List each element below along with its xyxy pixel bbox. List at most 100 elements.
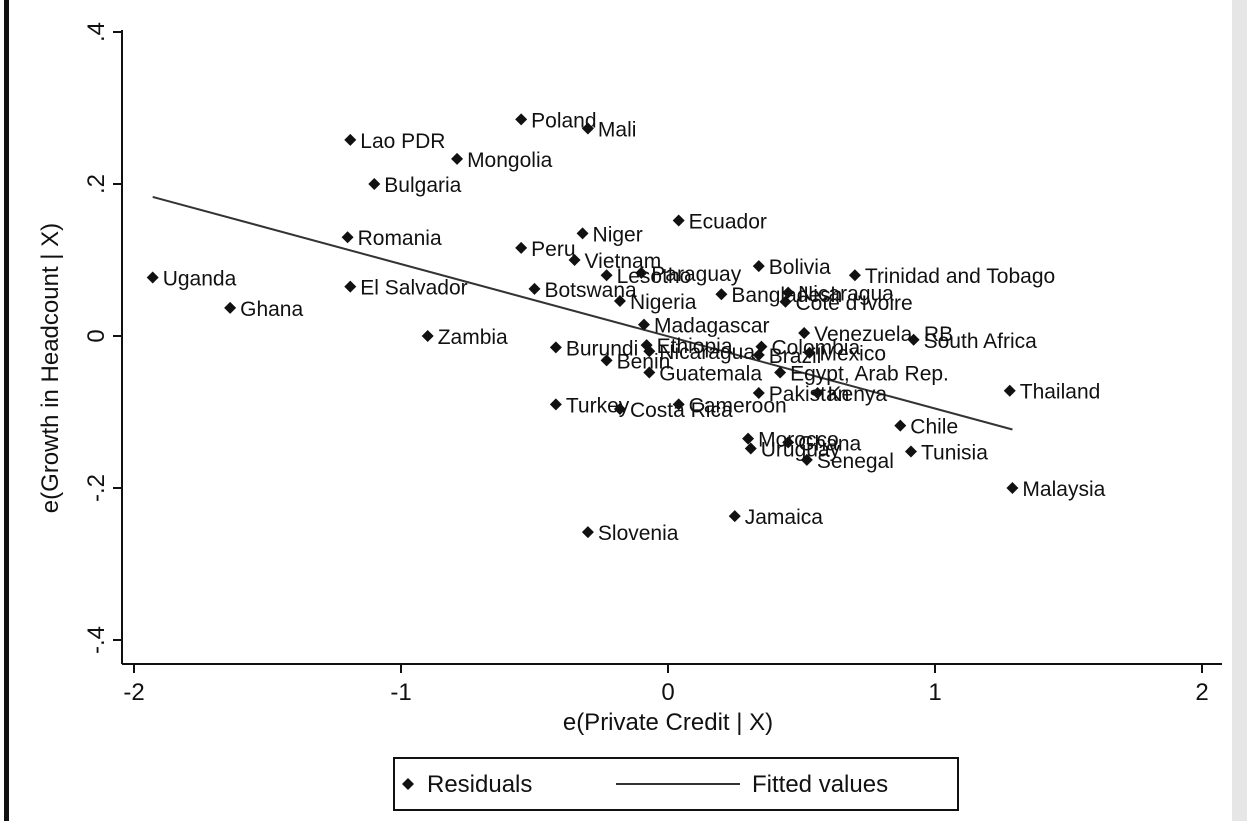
y-tick-label: -.2: [83, 474, 110, 502]
residual-point: [344, 280, 357, 293]
residual-point: [581, 122, 594, 135]
residual-point-label: Colombia: [771, 337, 860, 360]
residual-point: [600, 269, 613, 282]
residual-point: [613, 295, 626, 308]
residual-point: [779, 295, 792, 308]
residual-point-label: Tunisia: [921, 442, 988, 465]
residual-point: [368, 178, 381, 190]
legend: Residuals Fitted values: [393, 757, 959, 811]
residual-point: [515, 241, 528, 254]
residual-point: [744, 442, 757, 455]
left-border-bar: [4, 0, 9, 821]
residual-point: [643, 366, 656, 379]
residual-point-label: Vietnam: [585, 250, 662, 273]
residual-point-label: Bolivia: [769, 256, 831, 279]
residual-point-label: Lao PDR: [360, 130, 445, 153]
residual-point: [728, 510, 741, 523]
residual-point: [344, 133, 357, 146]
residual-point: [613, 402, 626, 415]
residual-point: [224, 301, 237, 314]
residual-point: [848, 269, 861, 282]
residual-point-label: Trinidad and Tobago: [865, 265, 1055, 288]
residual-point-label: Nigeria: [630, 291, 697, 314]
residual-point-label: Malaysia: [1022, 478, 1105, 501]
axes: [121, 30, 1222, 665]
residual-point: [549, 341, 562, 354]
residual-point: [904, 445, 917, 458]
residual-point: [742, 432, 755, 445]
residual-point: [800, 453, 813, 466]
legend-fitted-label: Fitted values: [752, 771, 888, 798]
residual-point-label: Slovenia: [598, 522, 679, 545]
residual-point: [752, 260, 765, 273]
residual-point-label: Uruguay: [761, 438, 841, 461]
residual-point-label: Botswana: [545, 279, 638, 302]
residual-point-label: Peru: [531, 238, 575, 261]
residual-point-label: Chile: [910, 416, 958, 439]
residual-point-label: Benin: [617, 350, 671, 373]
fitted-values-line: [152, 195, 1013, 431]
residual-point-label: Senegal: [817, 450, 894, 473]
residual-point: [637, 318, 650, 331]
residual-point-label: El Salvador: [360, 277, 467, 300]
residual-point-label: Uganda: [163, 267, 237, 290]
residual-point: [515, 113, 528, 126]
residual-point: [782, 286, 795, 299]
residual-point: [635, 266, 648, 279]
residual-point-label: Kenya: [828, 383, 888, 406]
y-tick-label: .4: [83, 22, 110, 42]
x-ticks: -2 -1 0 1 2: [123, 664, 1209, 706]
residual-point: [549, 398, 562, 411]
residual-point-label: Turkey: [566, 394, 630, 417]
legend-residuals-label: Residuals: [427, 771, 532, 798]
residual-point-label: Paraguay: [651, 263, 741, 286]
residual-point: [600, 354, 613, 367]
residual-point: [752, 349, 765, 361]
residual-point: [798, 326, 811, 339]
x-tick-label: 1: [928, 679, 941, 706]
residual-point: [1006, 482, 1019, 494]
residual-point-label: Ethiopia: [657, 335, 733, 358]
residual-point-label: Jamaica: [745, 506, 824, 529]
residual-point-label: Nicaragua: [659, 341, 755, 364]
residual-point-label: Lesotho: [617, 265, 692, 288]
residual-point-label: Niger: [593, 223, 643, 246]
residual-point: [752, 387, 765, 399]
residual-point-label: Morocco: [758, 429, 839, 452]
residual-point-label: Ghana: [798, 432, 861, 455]
x-tick-label: -1: [390, 679, 411, 706]
residual-point: [715, 288, 728, 301]
residual-point: [568, 254, 581, 266]
residual-point: [894, 419, 907, 432]
y-tick-label: 0: [83, 329, 110, 342]
residual-point: [421, 330, 434, 342]
residual-point-label: Burundi: [566, 337, 638, 360]
residual-point-label: Mongolia: [467, 149, 553, 172]
residual-point-label: Madagascar: [654, 315, 770, 338]
residual-point-label: Guatemala: [659, 362, 762, 385]
residual-point-label: Ghana: [240, 298, 303, 321]
residual-point-label: Cote d'Ivoire: [795, 292, 912, 315]
residual-point-label: Egypt, Arab Rep.: [790, 362, 949, 385]
right-border-strip: [1232, 0, 1247, 821]
residual-point: [528, 282, 541, 295]
x-tick-label: -2: [123, 679, 144, 706]
residual-point: [774, 366, 787, 379]
residual-point-label: Romania: [358, 227, 442, 250]
residual-point-label: Nicaragua: [798, 283, 894, 306]
residual-point-label: Cameroon: [689, 394, 787, 417]
residual-point: [782, 436, 795, 449]
residual-point: [341, 231, 354, 244]
y-tick-label: .2: [83, 174, 110, 194]
y-tick-label: -.4: [83, 626, 110, 654]
residual-point: [1003, 384, 1016, 397]
residual-point: [643, 345, 656, 358]
residual-point-label: Mexico: [820, 343, 887, 366]
residual-point-label: Bulgaria: [384, 174, 461, 197]
residual-point-label: Ecuador: [689, 210, 767, 233]
x-tick-label: 2: [1195, 679, 1208, 706]
fitted-line-group: [152, 195, 1013, 431]
residual-point: [907, 333, 920, 346]
